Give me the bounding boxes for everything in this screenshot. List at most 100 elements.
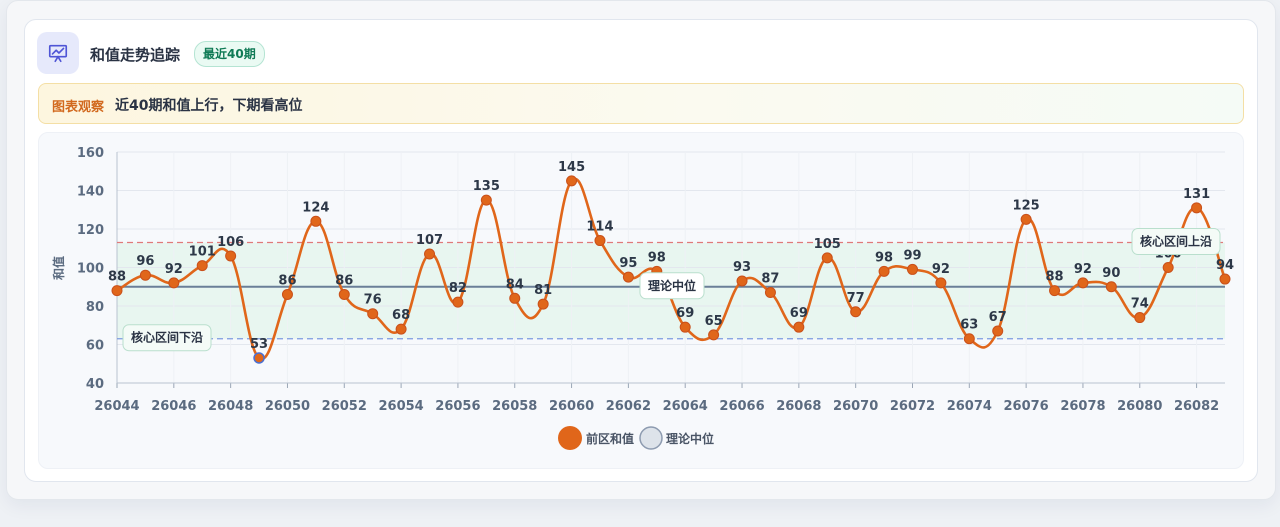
x-tick-label: 26058 [492, 399, 537, 414]
data-label: 67 [989, 310, 1007, 325]
data-label: 63 [960, 318, 978, 333]
x-tick-label: 26048 [208, 399, 253, 414]
data-label: 74 [1131, 297, 1149, 312]
x-tick-label: 26072 [890, 399, 935, 414]
data-point [1049, 285, 1061, 297]
data-label: 92 [165, 262, 183, 277]
data-point [566, 175, 578, 187]
x-tick-label: 26060 [549, 399, 594, 414]
data-label: 82 [449, 281, 467, 296]
median-tag: 理论中位 [648, 278, 696, 293]
presentation-chart-icon [37, 32, 79, 74]
data-point [424, 248, 436, 260]
data-point [310, 215, 322, 227]
legend-swatch-sum [558, 426, 582, 450]
period-badge: 最近40期 [194, 41, 265, 67]
data-point [367, 308, 379, 320]
data-label: 135 [473, 179, 500, 194]
data-label: 101 [189, 245, 216, 260]
data-point [793, 321, 805, 333]
x-tick-label: 26076 [1004, 399, 1049, 414]
y-tick-label: 80 [86, 300, 104, 315]
legend-label-sum: 前区和值 [586, 431, 634, 446]
data-label: 92 [1074, 262, 1092, 277]
data-label: 81 [534, 283, 552, 298]
observation-tag: 图表观察 [52, 100, 105, 115]
data-point [452, 296, 464, 308]
x-tick-label: 26080 [1117, 399, 1162, 414]
data-label: 93 [733, 260, 751, 275]
observation-banner: 图表观察 近40期和值上行，下期看高位 [38, 83, 1244, 124]
data-label: 124 [302, 200, 329, 215]
data-label: 90 [1102, 266, 1120, 281]
data-point [480, 194, 492, 206]
data-point [992, 325, 1004, 337]
data-point [1105, 281, 1117, 293]
data-label: 76 [364, 293, 382, 308]
data-point [225, 250, 237, 262]
data-point [906, 263, 918, 275]
data-point [338, 288, 350, 300]
legend-label-median: 理论中位 [666, 431, 714, 446]
data-label: 53 [250, 337, 268, 352]
x-tick-label: 26078 [1060, 399, 1105, 414]
data-point [1162, 262, 1174, 273]
data-label: 125 [1013, 198, 1040, 213]
band-upper-tag-box [1131, 227, 1221, 255]
data-point [253, 352, 265, 364]
data-label: 96 [136, 254, 154, 269]
data-point [935, 277, 947, 289]
x-tick-label: 26054 [378, 399, 423, 414]
data-label: 98 [648, 250, 666, 265]
data-point [196, 260, 208, 272]
x-tick-label: 26064 [663, 399, 708, 414]
data-label: 107 [416, 233, 443, 248]
data-label: 88 [108, 270, 126, 285]
y-tick-label: 60 [86, 339, 104, 354]
data-point [764, 287, 776, 299]
data-point [1219, 273, 1231, 285]
data-label: 106 [217, 235, 244, 250]
band-lower-tag-box [122, 324, 212, 352]
data-label: 131 [1183, 187, 1210, 202]
x-tick-label: 26044 [94, 399, 139, 414]
data-label: 84 [506, 277, 524, 292]
data-point [622, 271, 634, 283]
data-label: 95 [619, 256, 637, 271]
data-point [1191, 202, 1203, 214]
data-point [963, 333, 975, 345]
data-label: 86 [335, 273, 353, 288]
data-point [878, 265, 890, 277]
y-tick-label: 100 [77, 262, 104, 277]
observation-text: 近40期和值上行，下期看高位 [115, 98, 303, 114]
data-label: 77 [847, 291, 865, 306]
data-point [1020, 213, 1032, 225]
data-point [139, 269, 151, 281]
data-point [821, 252, 833, 264]
data-label: 99 [903, 248, 921, 263]
data-label: 105 [814, 237, 841, 252]
band-upper-tag: 核心区间上沿 [1140, 233, 1212, 248]
data-point [736, 275, 748, 287]
data-point [1134, 312, 1146, 324]
y-tick-label: 40 [86, 377, 104, 392]
x-tick-label: 26070 [833, 399, 878, 414]
data-point [594, 235, 606, 247]
x-tick-label: 26062 [606, 399, 651, 414]
y-tick-label: 140 [77, 185, 104, 200]
data-point [168, 277, 180, 289]
x-tick-label: 26068 [776, 399, 821, 414]
x-tick-label: 26066 [719, 399, 764, 414]
y-tick-label: 160 [77, 146, 104, 161]
data-label: 94 [1216, 258, 1234, 273]
data-label: 114 [586, 220, 613, 235]
data-point [111, 285, 123, 297]
data-point [395, 323, 407, 335]
data-point [281, 288, 293, 300]
data-label: 87 [761, 272, 779, 287]
data-point [708, 329, 720, 341]
median-tag-box [639, 272, 705, 300]
x-tick-label: 26074 [947, 399, 992, 414]
y-tick-label: 120 [77, 223, 104, 238]
data-label: 92 [932, 262, 950, 277]
